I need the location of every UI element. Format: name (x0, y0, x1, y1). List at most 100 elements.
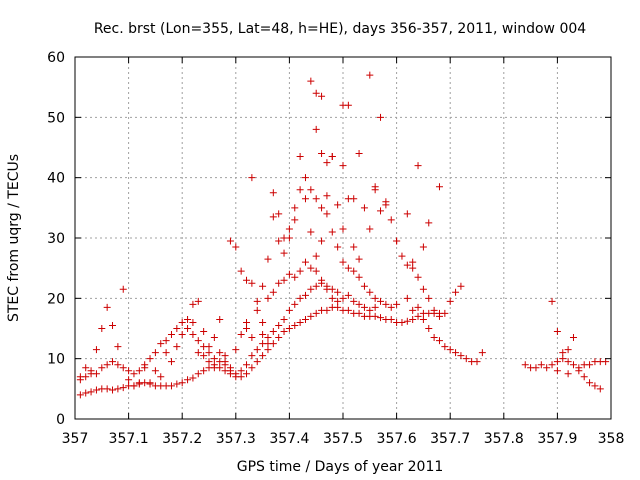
data-point (580, 373, 588, 381)
data-point (167, 331, 175, 339)
data-point (371, 294, 379, 302)
data-point (194, 349, 202, 357)
data-point (269, 288, 277, 296)
data-point (355, 255, 363, 263)
data-point (285, 306, 293, 314)
data-point (435, 309, 443, 317)
data-point (360, 204, 368, 212)
data-point (135, 367, 143, 375)
data-point (226, 364, 234, 372)
data-point (189, 318, 197, 326)
data-point (146, 379, 154, 387)
data-point (264, 346, 272, 354)
data-point (414, 312, 422, 320)
data-point (189, 374, 197, 382)
data-point (419, 285, 427, 293)
data-point (564, 358, 572, 366)
x-tick-label: 357.6 (377, 431, 417, 447)
data-point (334, 201, 342, 209)
data-point (125, 367, 133, 375)
data-point (237, 373, 245, 381)
data-point (259, 352, 267, 360)
data-point (586, 361, 594, 369)
data-point (248, 364, 256, 372)
data-point (366, 306, 374, 314)
x-tick-label: 357.8 (484, 431, 524, 447)
data-point (296, 318, 304, 326)
data-point (125, 376, 133, 384)
data-point (275, 237, 283, 245)
data-point (409, 264, 417, 272)
data-point (114, 361, 122, 369)
data-point (355, 273, 363, 281)
data-point (355, 309, 363, 317)
data-point (103, 361, 111, 369)
data-point (157, 340, 165, 348)
data-point (178, 318, 186, 326)
data-point (403, 261, 411, 269)
data-point (393, 237, 401, 245)
data-point (243, 276, 251, 284)
data-point (602, 358, 610, 366)
data-point (291, 273, 299, 281)
data-point (301, 291, 309, 299)
data-point (98, 325, 106, 332)
data-point (178, 379, 186, 387)
data-point (452, 288, 460, 296)
data-point (307, 186, 315, 194)
data-point (264, 255, 272, 263)
data-point (307, 312, 315, 320)
data-point (334, 288, 342, 296)
data-point (253, 346, 261, 354)
data-point (253, 297, 261, 305)
data-point (200, 328, 208, 336)
data-point (130, 370, 138, 378)
data-point (473, 358, 481, 366)
data-point (387, 303, 395, 311)
data-point (76, 391, 84, 399)
data-point (339, 225, 347, 233)
data-point (457, 352, 465, 360)
data-point (232, 243, 240, 251)
data-point (151, 349, 159, 357)
data-point (269, 213, 277, 221)
data-point (419, 243, 427, 251)
data-point (344, 291, 352, 299)
data-point (210, 334, 218, 342)
data-point (307, 77, 315, 85)
data-point (312, 89, 320, 97)
data-point (377, 113, 385, 121)
x-tick-label: 357.9 (537, 431, 577, 447)
data-point (569, 361, 577, 369)
data-point (312, 267, 320, 275)
data-point (344, 306, 352, 314)
data-point (323, 285, 331, 293)
data-point (285, 270, 293, 278)
data-point (403, 294, 411, 302)
data-point (184, 315, 192, 323)
data-point (243, 318, 251, 326)
data-point (210, 355, 218, 363)
data-point (259, 318, 267, 326)
data-point (553, 367, 561, 375)
data-point (355, 150, 363, 158)
data-point (350, 297, 358, 305)
data-point (259, 282, 267, 290)
data-point (596, 385, 604, 393)
data-point (553, 358, 561, 366)
x-tick-label: 357.2 (162, 431, 202, 447)
data-point (377, 207, 385, 215)
x-tick-label: 357 (62, 431, 89, 447)
data-point (307, 228, 315, 236)
data-point (76, 373, 84, 381)
data-point (382, 201, 390, 209)
data-point (414, 303, 422, 311)
data-point (387, 216, 395, 224)
data-point (409, 315, 417, 323)
y-tick-label: 30 (47, 231, 65, 247)
data-point (119, 285, 127, 293)
data-point (312, 195, 320, 203)
y-tick-label: 50 (47, 110, 65, 126)
data-point (462, 355, 470, 363)
